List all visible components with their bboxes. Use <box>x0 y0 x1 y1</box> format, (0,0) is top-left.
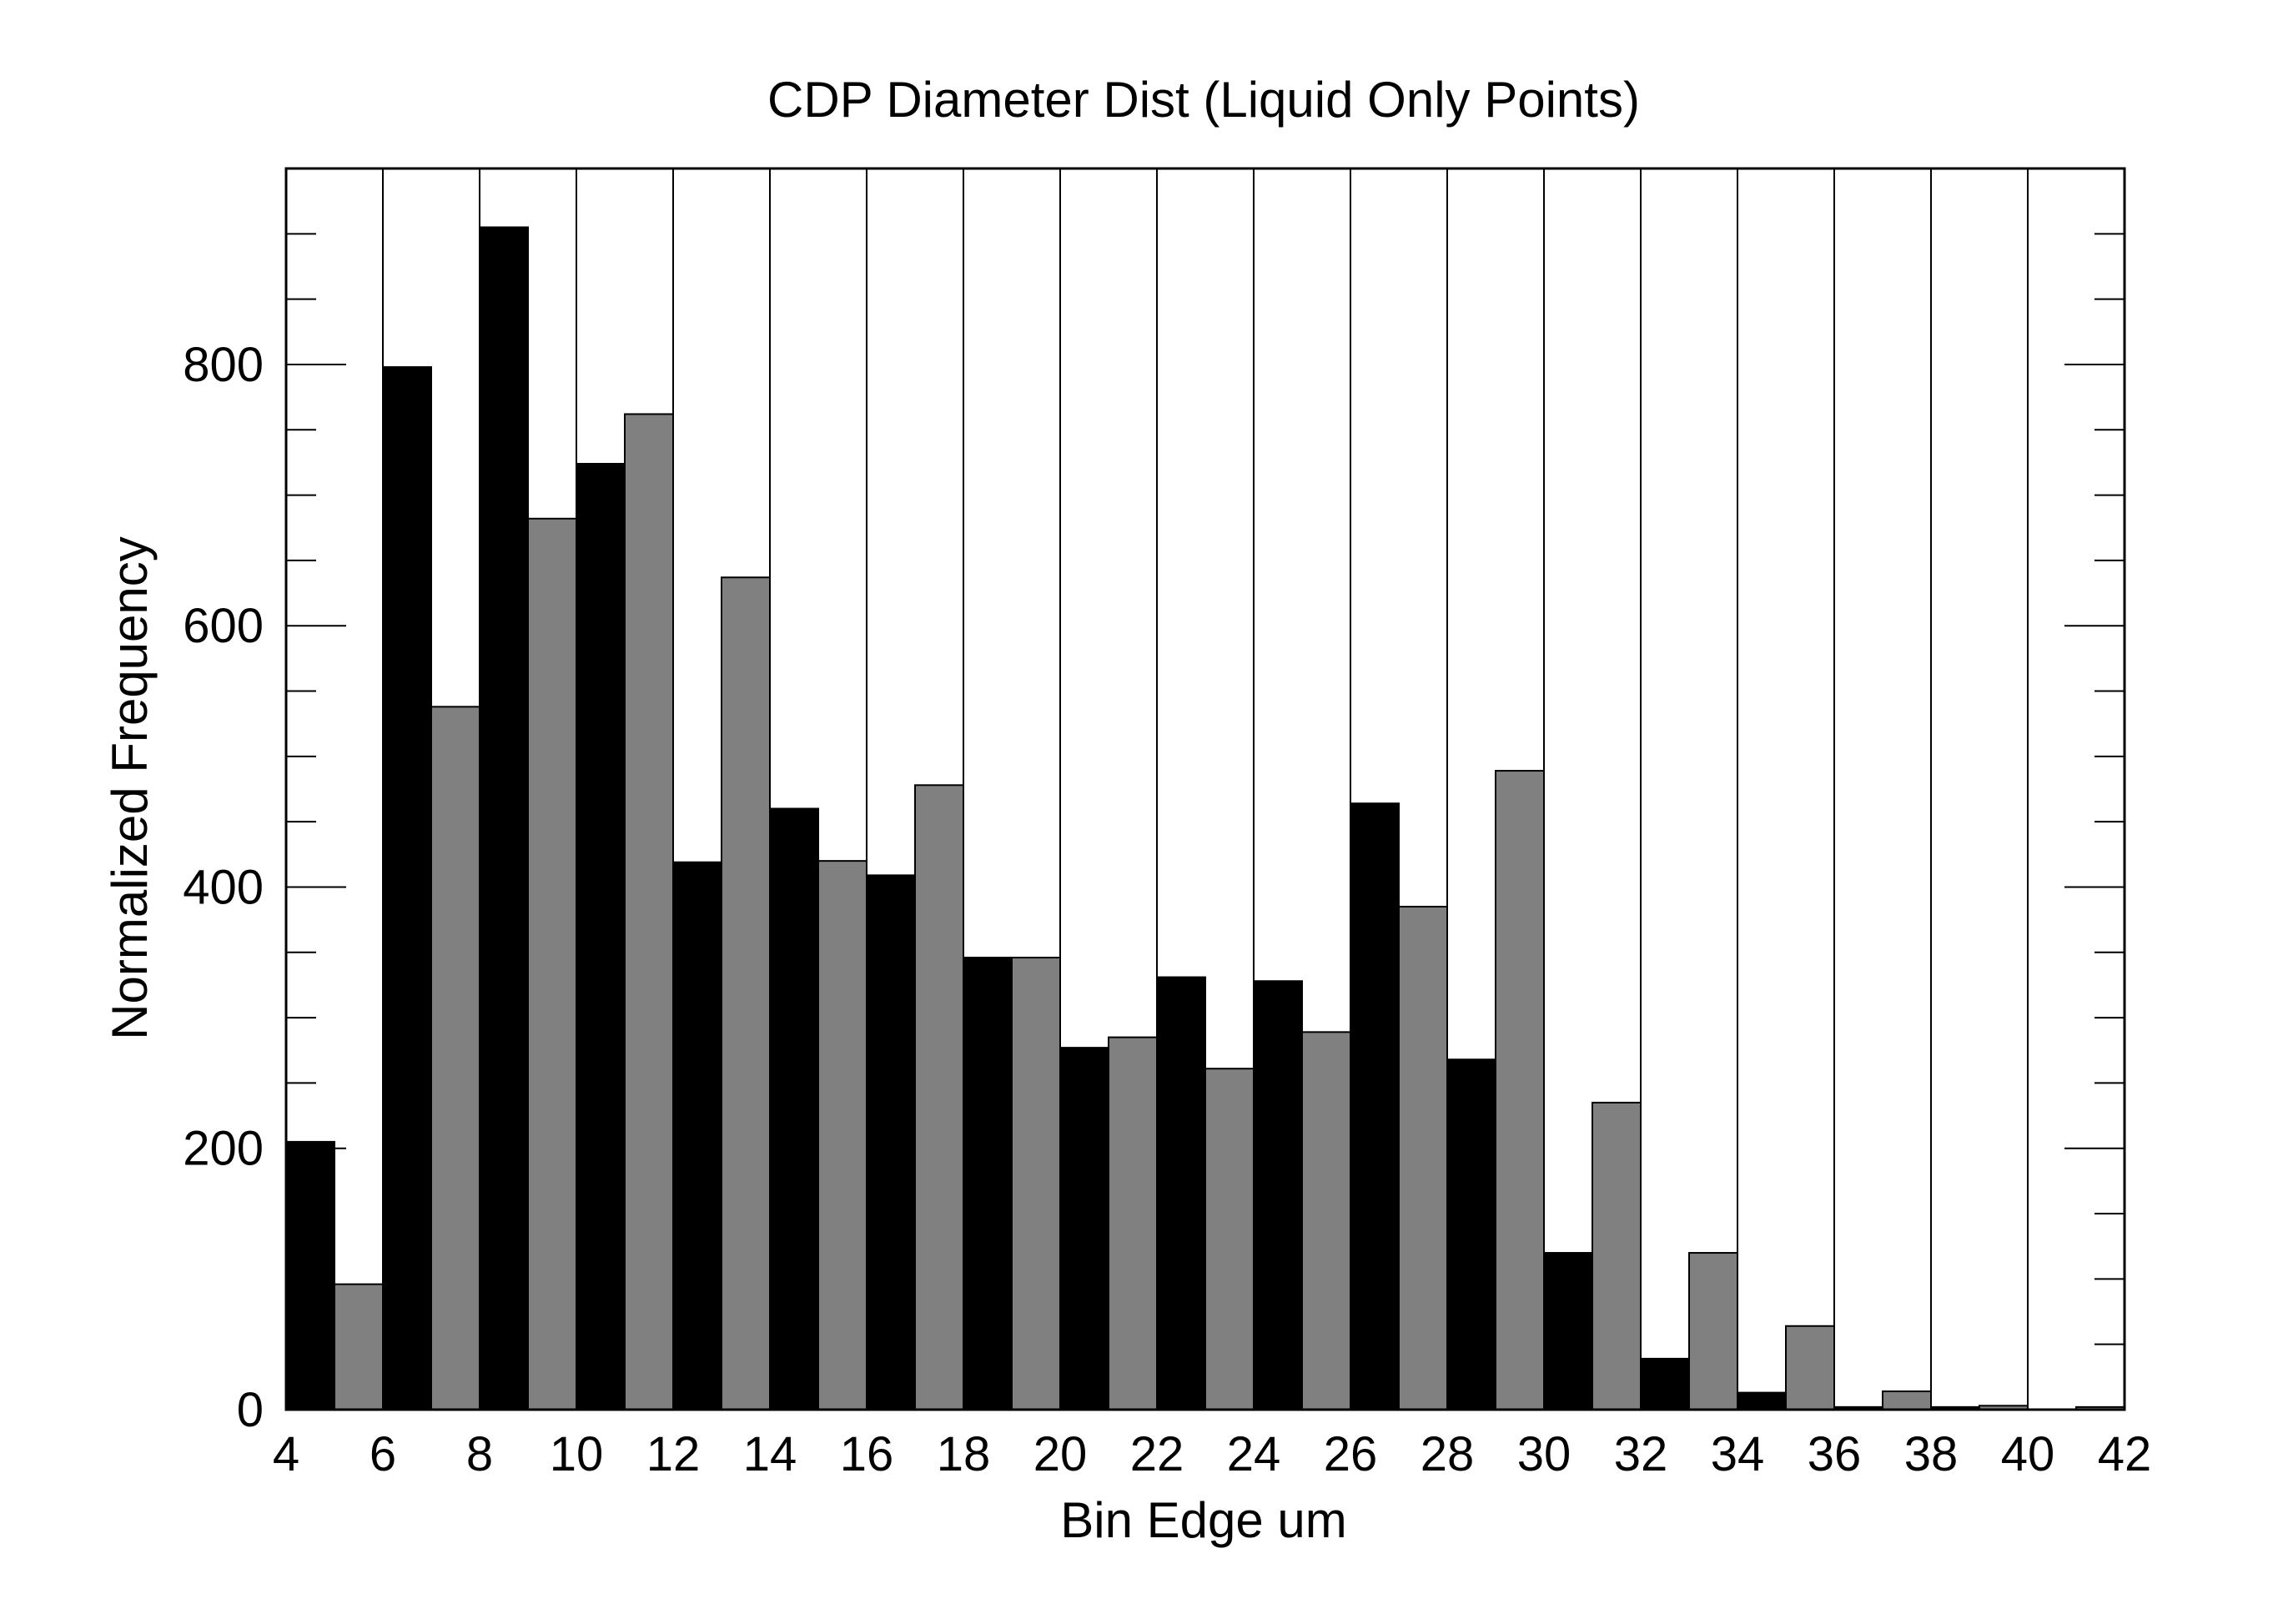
y-tick-labels: 0 200 400 600 800 <box>183 338 264 1437</box>
x-tick-label-5: 14 <box>743 1427 797 1481</box>
x-tick-label-10: 24 <box>1227 1427 1281 1481</box>
y-tick-label-4: 800 <box>183 338 264 392</box>
bar-4 <box>479 226 529 1410</box>
x-tick-label-18: 40 <box>2001 1427 2055 1481</box>
x-axis-label: Bin Edge um <box>1060 1492 1347 1548</box>
bar-30 <box>1737 1391 1787 1411</box>
bar-14 <box>963 957 1013 1410</box>
bar-3 <box>430 706 480 1410</box>
bar-2 <box>382 366 432 1411</box>
y-tick-label-2: 400 <box>183 860 264 914</box>
x-tick-labels: 4 6 8 10 12 14 16 18 20 22 24 26 28 30 32 34 36 38 40 42 <box>273 1427 2151 1481</box>
bar-21 <box>1301 1031 1351 1410</box>
bar-27 <box>1592 1101 1642 1410</box>
bar-24 <box>1446 1058 1496 1411</box>
bar-20 <box>1253 980 1303 1410</box>
y-tick-label-1: 200 <box>183 1122 264 1176</box>
bar-19 <box>1204 1068 1255 1410</box>
x-tick-label-17: 38 <box>1904 1427 1959 1481</box>
y-tick-label-3: 600 <box>183 599 264 653</box>
x-tick-label-6: 16 <box>840 1427 894 1481</box>
x-tick-label-11: 26 <box>1324 1427 1378 1481</box>
x-tick-label-19: 42 <box>2098 1427 2152 1481</box>
histogram-bars <box>285 226 2125 1411</box>
x-tick-label-14: 32 <box>1614 1427 1668 1481</box>
bar-1 <box>334 1283 384 1410</box>
x-tick-label-0: 4 <box>273 1427 299 1481</box>
x-tick-label-2: 8 <box>466 1427 493 1481</box>
x-tick-label-8: 20 <box>1033 1427 1088 1481</box>
bar-28 <box>1640 1357 1690 1411</box>
bar-22 <box>1350 802 1400 1410</box>
bar-25 <box>1495 770 1545 1410</box>
bar-15 <box>1011 957 1061 1410</box>
bar-10 <box>769 807 819 1410</box>
x-tick-label-12: 28 <box>1421 1427 1475 1481</box>
x-tick-label-4: 12 <box>646 1427 701 1481</box>
x-tick-label-3: 10 <box>550 1427 604 1481</box>
x-tick-label-13: 30 <box>1517 1427 1571 1481</box>
x-tick-label-15: 34 <box>1711 1427 1765 1481</box>
y-tick-label-0: 0 <box>237 1383 264 1437</box>
bar-31 <box>1785 1325 1835 1410</box>
bar-29 <box>1688 1252 1738 1411</box>
axis-ticks <box>286 233 2125 1345</box>
y-axis-label: Normalized Frequency <box>102 536 158 1040</box>
bar-13 <box>914 784 964 1410</box>
bar-18 <box>1156 976 1206 1410</box>
chart-title: CDP Diameter Dist (Liquid Only Points) <box>767 72 1640 128</box>
bar-0 <box>285 1140 335 1410</box>
bar-8 <box>672 861 722 1411</box>
bar-11 <box>817 860 867 1410</box>
plot-frame <box>284 167 2126 1411</box>
x-tick-label-16: 36 <box>1808 1427 1862 1481</box>
bar-26 <box>1543 1252 1593 1411</box>
bar-9 <box>721 576 771 1410</box>
bar-23 <box>1398 905 1448 1410</box>
bar-7 <box>624 413 674 1410</box>
bar-16 <box>1059 1047 1109 1410</box>
bar-6 <box>576 462 626 1410</box>
bar-33 <box>1882 1390 1932 1410</box>
x-tick-label-1: 6 <box>370 1427 396 1481</box>
bar-17 <box>1108 1036 1158 1410</box>
bar-5 <box>527 517 577 1411</box>
x-tick-label-7: 18 <box>937 1427 991 1481</box>
bar-12 <box>866 874 916 1410</box>
x-tick-label-9: 22 <box>1130 1427 1184 1481</box>
